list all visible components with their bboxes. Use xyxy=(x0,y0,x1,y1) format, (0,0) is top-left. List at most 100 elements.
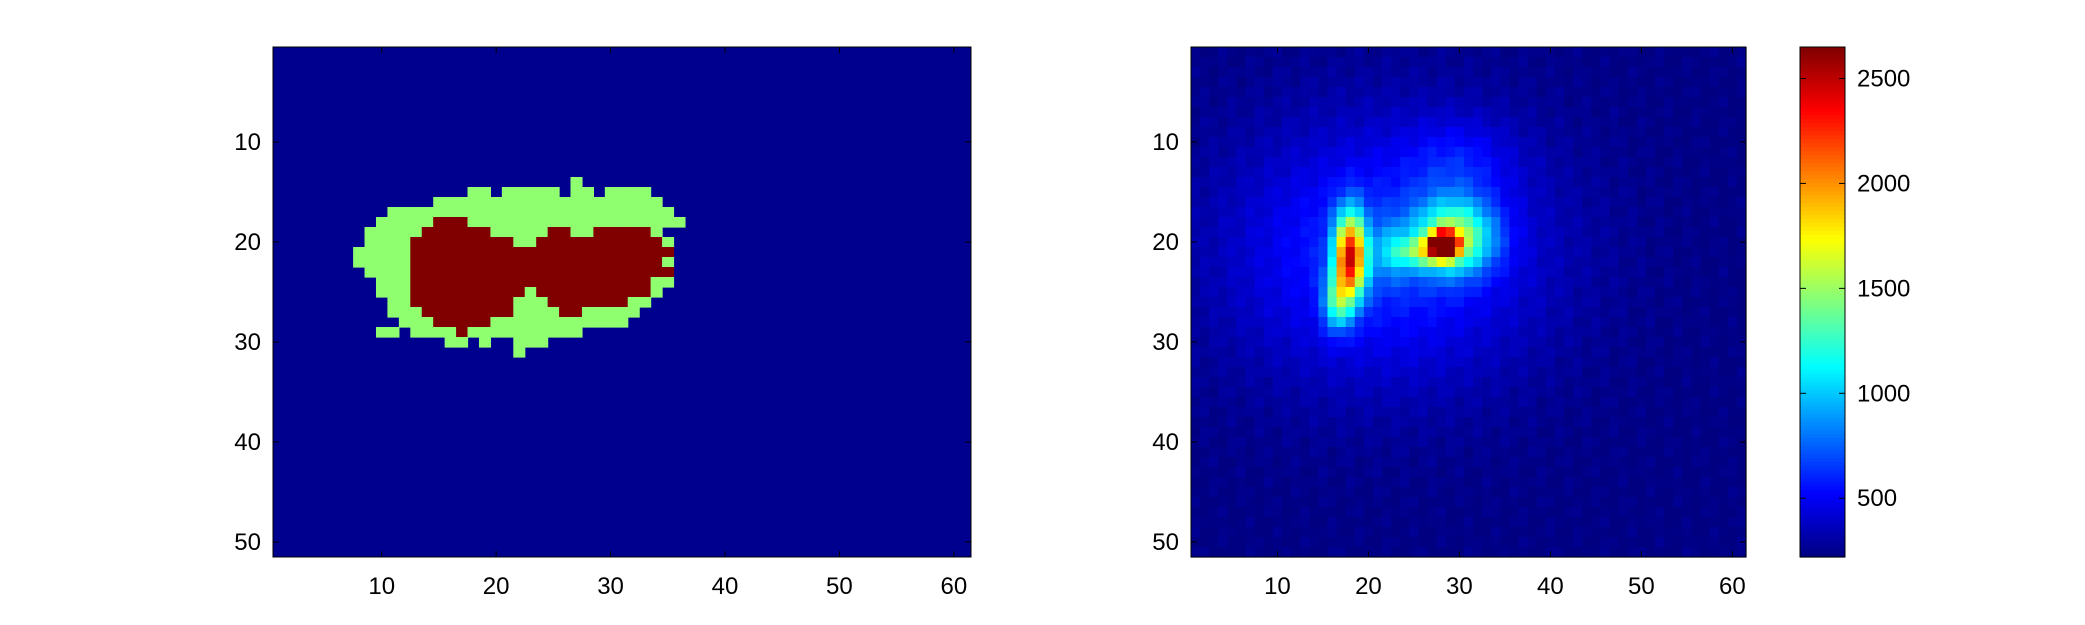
heatmap-cell xyxy=(1336,337,1347,348)
heatmap-cell xyxy=(1736,147,1747,158)
heatmap-cell xyxy=(1618,387,1629,398)
heatmap-cell xyxy=(1218,97,1228,108)
heatmap-cell xyxy=(1609,137,1620,148)
heatmap-cell xyxy=(1245,167,1256,178)
heatmap-cell xyxy=(1736,217,1747,228)
heatmap-cell xyxy=(1345,107,1356,118)
heatmap-cell xyxy=(1327,277,1338,288)
heatmap-cell xyxy=(1527,137,1538,148)
heatmap-cell xyxy=(1427,387,1438,398)
heatmap-cell xyxy=(1309,227,1319,238)
heatmap-cell xyxy=(1291,367,1301,378)
heatmap-cell xyxy=(1418,177,1429,188)
heatmap-cell xyxy=(1673,447,1683,458)
heatmap-cell xyxy=(1445,367,1456,378)
heatmap-cell xyxy=(1454,387,1465,398)
mask-core-cell xyxy=(467,257,480,268)
mask-core-cell xyxy=(593,247,606,258)
heatmap-cell xyxy=(1454,497,1465,508)
heatmap-cell xyxy=(1272,317,1283,328)
heatmap-cell xyxy=(1318,77,1329,88)
heatmap-cell xyxy=(1691,127,1702,138)
heatmap-cell xyxy=(1218,437,1228,448)
heatmap-cell xyxy=(1509,337,1520,348)
heatmap-cell xyxy=(1700,57,1711,68)
heatmap-cell xyxy=(1427,307,1438,318)
heatmap-cell xyxy=(1209,187,1219,198)
heatmap-cell xyxy=(1645,207,1656,218)
heatmap-cell xyxy=(1281,147,1292,158)
heatmap-cell xyxy=(1536,417,1547,428)
heatmap-cell xyxy=(1591,327,1602,338)
heatmap-cell xyxy=(1218,387,1228,398)
heatmap-cell xyxy=(1582,57,1592,68)
colorbar-swatch xyxy=(1800,170,1845,176)
heatmap-cell xyxy=(1491,207,1501,218)
heatmap-cell xyxy=(1391,457,1401,468)
heatmap-cell xyxy=(1682,187,1693,198)
heatmap-cell xyxy=(1591,347,1602,358)
heatmap-cell xyxy=(1200,97,1210,108)
heatmap-cell xyxy=(1254,487,1265,498)
heatmap-cell xyxy=(1372,227,1383,238)
colorbar-swatch xyxy=(1800,441,1845,447)
heatmap-cell xyxy=(1345,477,1356,488)
heatmap-cell xyxy=(1491,437,1501,448)
heatmap-cell xyxy=(1691,477,1702,488)
colorbar-swatch xyxy=(1800,254,1845,259)
colorbar-swatch xyxy=(1800,47,1845,52)
heatmap-cell xyxy=(1591,317,1602,328)
mask-core-cell xyxy=(444,277,457,288)
heatmap-cell xyxy=(1564,317,1574,328)
heatmap-cell xyxy=(1591,337,1602,348)
heatmap-cell xyxy=(1509,277,1520,288)
heatmap-cell xyxy=(1591,477,1602,488)
colorbar-swatch xyxy=(1800,174,1845,180)
heatmap-cell xyxy=(1491,227,1501,238)
mask-rim-cell xyxy=(398,237,411,248)
heatmap-cell xyxy=(1418,527,1429,538)
heatmap-cell xyxy=(1609,67,1620,78)
heatmap-cell xyxy=(1318,317,1329,328)
heatmap-cell xyxy=(1454,437,1465,448)
heatmap-cell xyxy=(1345,537,1356,548)
heatmap-cell xyxy=(1655,267,1665,278)
heatmap-cell xyxy=(1491,147,1501,158)
heatmap-cell xyxy=(1382,477,1392,488)
heatmap-cell xyxy=(1627,267,1638,278)
heatmap-cell xyxy=(1309,127,1319,138)
heatmap-cell xyxy=(1191,147,1201,158)
heatmap-cell xyxy=(1618,487,1629,498)
heatmap-cell xyxy=(1664,357,1674,368)
heatmap-cell xyxy=(1318,107,1329,118)
heatmap-cell xyxy=(1645,437,1656,448)
heatmap-cell xyxy=(1236,537,1247,548)
heatmap-cell xyxy=(1309,297,1319,308)
heatmap-cell xyxy=(1254,427,1265,438)
heatmap-cell xyxy=(1227,487,1238,498)
heatmap-cell xyxy=(1318,347,1329,358)
colorbar-swatch xyxy=(1800,182,1845,188)
heatmap-cell xyxy=(1673,97,1683,108)
heatmap-cell xyxy=(1636,217,1647,228)
heatmap-cell xyxy=(1227,547,1238,558)
heatmap-cell xyxy=(1718,277,1729,288)
heatmap-cell xyxy=(1427,197,1438,208)
heatmap-cell xyxy=(1345,487,1356,498)
heatmap-cell xyxy=(1736,127,1747,138)
heatmap-cell xyxy=(1191,207,1201,218)
heatmap-cell xyxy=(1336,277,1347,288)
heatmap-cell xyxy=(1673,327,1683,338)
heatmap-cell xyxy=(1382,497,1392,508)
heatmap-cell xyxy=(1527,77,1538,88)
heatmap-cell xyxy=(1609,197,1620,208)
heatmap-cell xyxy=(1500,77,1511,88)
mask-core-cell xyxy=(501,267,514,278)
heatmap-cell xyxy=(1709,77,1720,88)
heatmap-cell xyxy=(1227,277,1238,288)
heatmap-cell xyxy=(1218,187,1228,198)
mask-core-cell xyxy=(616,287,629,298)
mask-rim-cell xyxy=(604,317,617,328)
heatmap-cell xyxy=(1391,317,1401,328)
heatmap-cell xyxy=(1682,317,1693,328)
